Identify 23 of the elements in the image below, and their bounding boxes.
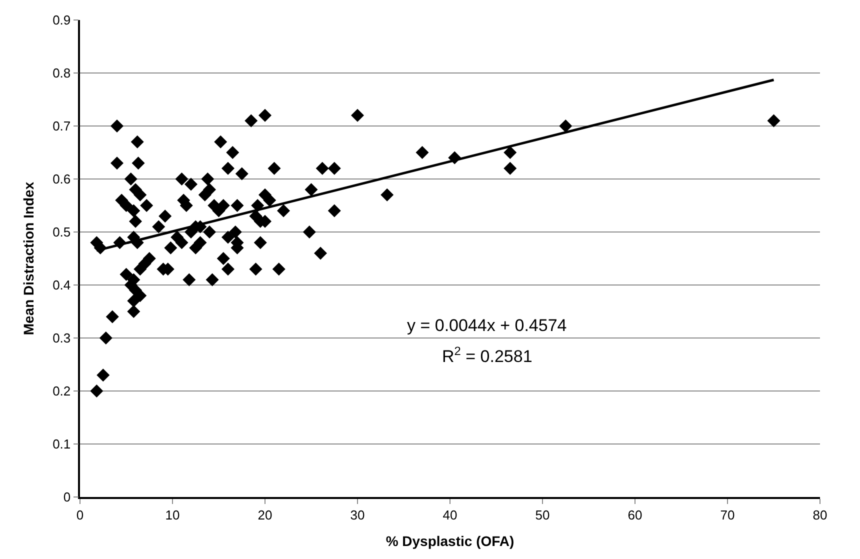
x-tick-label: 70	[720, 507, 735, 522]
x-tick-label: 60	[628, 507, 642, 522]
y-tick-label: 0.8	[52, 66, 71, 81]
x-tick-label: 20	[258, 507, 272, 522]
x-axis-title: % Dysplastic (OFA)	[386, 533, 514, 550]
annotation: y = 0.0044x + 0.4574	[407, 316, 567, 335]
y-tick-label: 0.9	[52, 12, 71, 28]
y-tick-label: 0	[63, 490, 71, 505]
y-tick-label: 0.6	[52, 172, 71, 187]
y-tick-label: 0.3	[52, 330, 71, 346]
y-tick-label: 0.4	[52, 278, 71, 293]
y-tick-label: 0.5	[52, 224, 71, 240]
y-axis-title: Mean Distraction Index	[20, 182, 37, 336]
y-tick-label: 0.2	[52, 384, 71, 399]
x-tick-label: 80	[812, 507, 828, 522]
y-tick-label: 0.1	[52, 436, 71, 452]
x-tick-label: 10	[165, 507, 180, 522]
x-tick-label: 0	[76, 507, 84, 522]
x-tick-label: 30	[350, 507, 365, 522]
y-tick-label: 0.7	[52, 118, 71, 134]
annotation: R$^{2}$ = 0.2581	[442, 344, 532, 366]
x-tick-label: 40	[442, 507, 458, 522]
x-tick-label: 50	[535, 507, 550, 522]
